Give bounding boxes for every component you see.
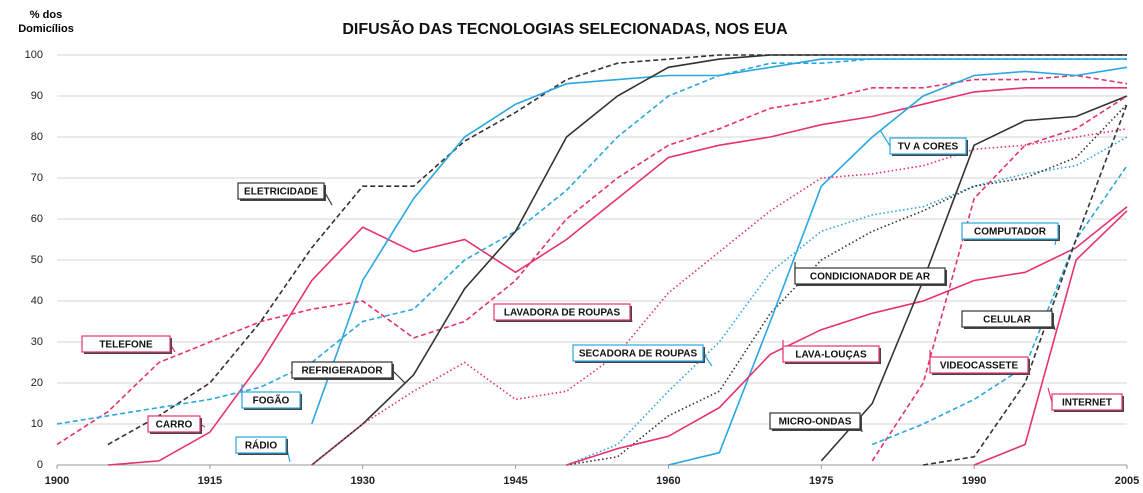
label-pointer <box>391 369 406 384</box>
series-line <box>871 95 1128 462</box>
series-line <box>311 58 1127 425</box>
series-label: VIDEOCASSETE <box>940 361 1019 372</box>
label-pointer <box>1047 387 1053 403</box>
series-line <box>973 210 1128 466</box>
y-tick-label: 90 <box>31 90 43 102</box>
label-box <box>235 436 287 454</box>
label-box <box>961 222 1059 240</box>
x-tick-label: 1990 <box>962 475 986 487</box>
y-tick-label: 20 <box>31 377 43 389</box>
label-pointer <box>879 129 891 147</box>
label-box <box>147 415 201 433</box>
label-box <box>237 182 325 200</box>
y-tick-label: 10 <box>31 418 43 430</box>
y-tick-label: 100 <box>25 49 43 61</box>
x-tick-label: 1900 <box>45 475 69 487</box>
series-label: REFRIGERADOR <box>301 366 383 377</box>
series-line <box>107 87 1127 466</box>
series-label: CELULAR <box>983 315 1032 326</box>
series-line <box>566 136 1128 466</box>
series-line <box>311 128 1128 466</box>
label-box <box>572 344 704 362</box>
y-tick-label: 80 <box>31 131 43 143</box>
series-line <box>923 103 1128 466</box>
label-box <box>291 361 393 379</box>
series-label: SECADORA DE ROUPAS <box>579 349 698 360</box>
series-line <box>566 206 1128 466</box>
x-tick-label: 1975 <box>809 475 833 487</box>
series-label: TELEFONE <box>99 340 153 351</box>
label-box <box>929 356 1029 374</box>
series-label: LAVADORA DE ROUPAS <box>504 308 621 319</box>
y-tick-label: 30 <box>31 336 43 348</box>
y-tick-label: 60 <box>31 213 43 225</box>
label-box <box>794 267 946 285</box>
label-box <box>1051 393 1123 411</box>
x-tick-label: 2005 <box>1115 475 1139 487</box>
series-label: RÁDIO <box>245 439 277 452</box>
series-label: CONDICIONADOR DE AR <box>810 272 931 283</box>
series-label: TV A CORES <box>898 142 959 153</box>
label-box <box>241 391 301 409</box>
series-label: COMPUTADOR <box>974 227 1047 238</box>
series-label: INTERNET <box>1062 398 1112 409</box>
label-box <box>493 303 631 321</box>
x-tick-label: 1945 <box>503 475 527 487</box>
chart-title: DIFUSÃO DAS TECNOLOGIAS SELECIONADAS, NO… <box>342 18 788 38</box>
y-tick-label: 70 <box>31 172 43 184</box>
series-line <box>668 66 1128 466</box>
series-line <box>311 54 1127 466</box>
y-axis-label: % dos Domicílios <box>18 9 74 35</box>
x-tick-label: 1930 <box>350 475 374 487</box>
label-box <box>889 137 967 155</box>
x-tick-label: 1960 <box>656 475 680 487</box>
series-line <box>820 95 1128 462</box>
series-label: FOGÃO <box>253 394 290 407</box>
y-tick-label: 0 <box>37 459 43 471</box>
series-line <box>871 165 1128 446</box>
series-label: CARRO <box>156 420 193 431</box>
y-tick-label: 50 <box>31 254 43 266</box>
label-box <box>81 335 171 353</box>
y-tick-label: 40 <box>31 295 43 307</box>
label-box <box>961 310 1053 328</box>
x-tick-label: 1915 <box>198 475 222 487</box>
series-label: MICRO-ONDAS <box>779 417 852 428</box>
series-label: LAVA-LOUÇAS <box>795 350 867 361</box>
series-line <box>107 54 1127 446</box>
series-label: ELETRICIDADE <box>244 187 318 198</box>
label-box <box>782 345 880 363</box>
label-box <box>769 412 861 430</box>
